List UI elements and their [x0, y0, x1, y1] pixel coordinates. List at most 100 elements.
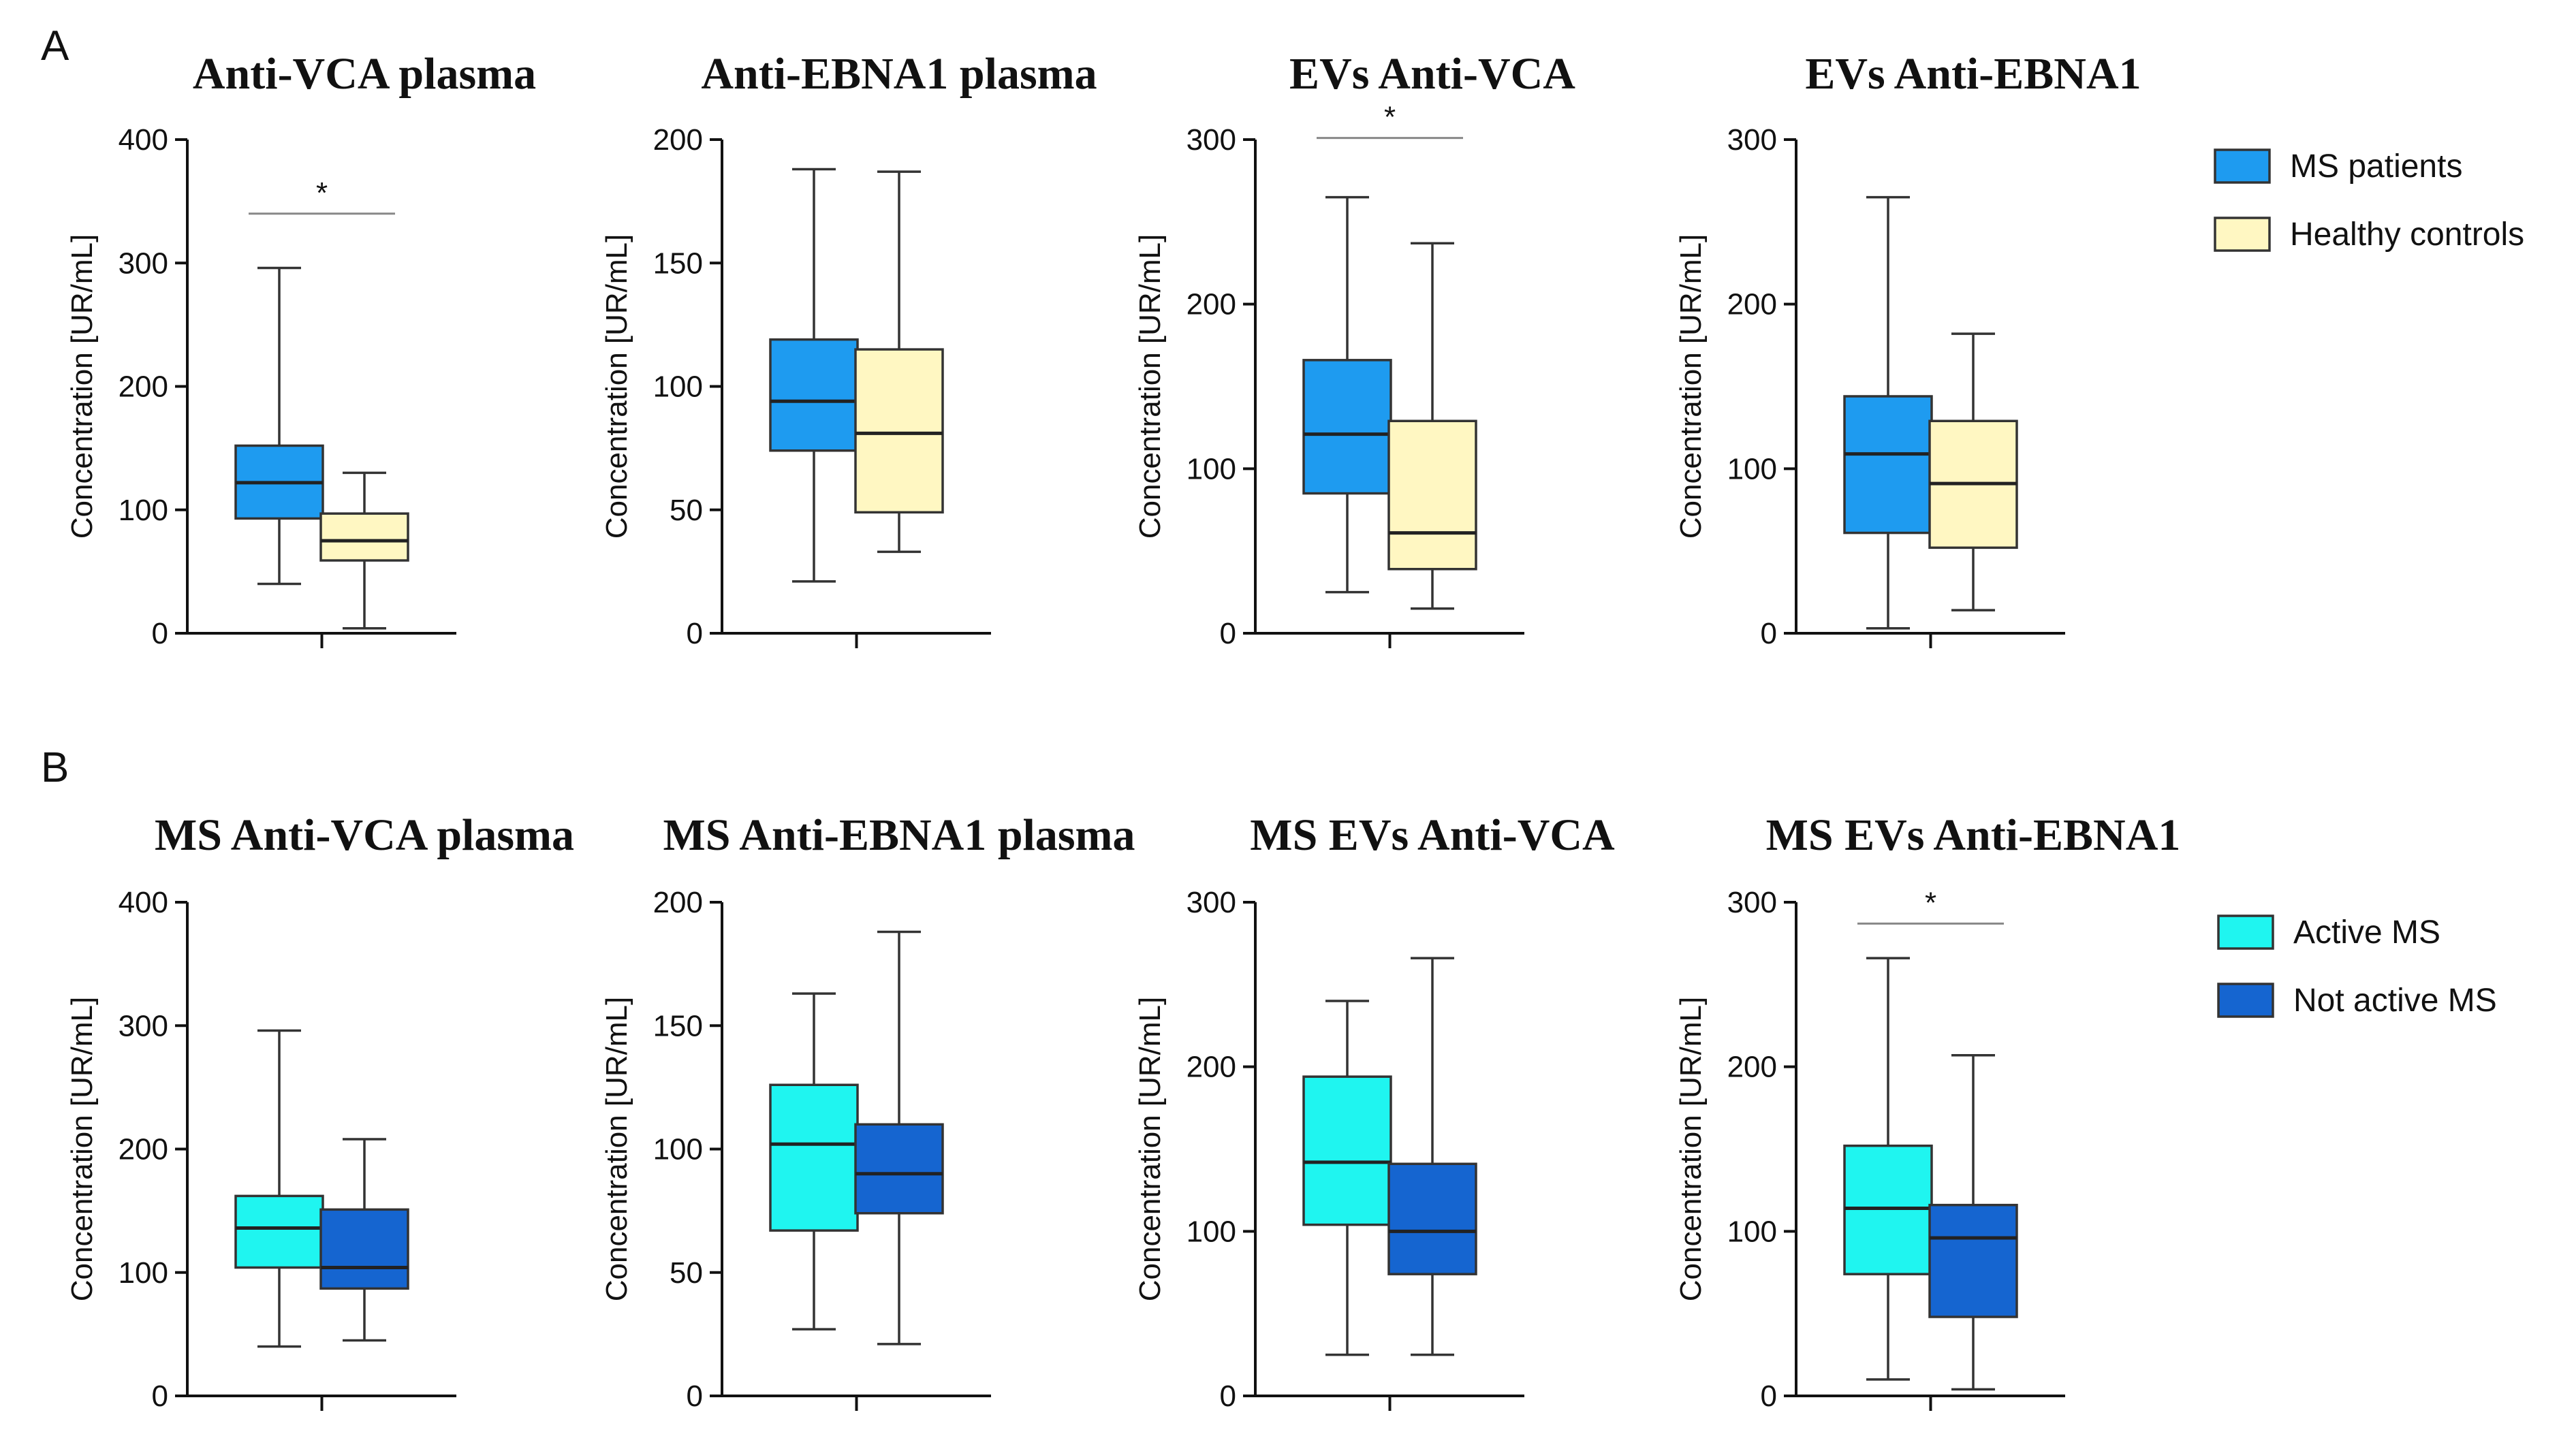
box-iqr: [1302, 359, 1392, 495]
y-tick-label: 300: [1727, 886, 1777, 919]
box-iqr: [1302, 1075, 1392, 1226]
box-1: [234, 266, 324, 586]
box-1: [1302, 195, 1392, 594]
y-tick-label: 0: [152, 617, 168, 650]
y-tick-label: 0: [1220, 1380, 1236, 1413]
y-tick-label: 200: [1187, 288, 1236, 321]
chart-title: EVs Anti-EBNA1: [1805, 49, 2141, 99]
y-tick-label: 100: [1187, 452, 1236, 485]
y-tick-label: 300: [119, 246, 168, 280]
y-axis-label: Concentration [UR/mL]: [600, 234, 633, 539]
y-tick-label: 100: [1187, 1215, 1236, 1248]
chart-7: MS EVs Anti-VCA 0 100 200 300 Concentration […: [1133, 810, 1615, 1413]
significance-label: *: [1384, 101, 1396, 134]
y-tick-label: 0: [1761, 617, 1777, 650]
y-tick-label: 200: [119, 1133, 168, 1166]
y-tick-label: 100: [1727, 1215, 1777, 1248]
y-tick-label: 100: [119, 494, 168, 527]
y-axis-label: Concentration [UR/mL]: [1133, 234, 1167, 539]
chart-title: MS Anti-VCA plasma: [155, 810, 574, 860]
y-tick-label: 200: [119, 370, 168, 404]
y-tick-label: 0: [1220, 617, 1236, 650]
chart-title: Anti-VCA plasma: [193, 49, 536, 99]
legend-2: Active MS Not active MS: [2217, 914, 2497, 1019]
y-tick-label: 150: [653, 246, 703, 280]
y-tick-label: 0: [1761, 1380, 1777, 1413]
legend-label: Active MS: [2293, 914, 2440, 951]
y-tick-label: 200: [1727, 288, 1777, 321]
legend-1: MS patients Healthy controls: [2214, 148, 2524, 253]
box-2: [1387, 957, 1477, 1356]
y-tick-label: 300: [1187, 886, 1236, 919]
chart-title: EVs Anti-VCA: [1289, 49, 1575, 99]
y-tick-label: 300: [119, 1009, 168, 1042]
y-axis-label: Concentration [UR/mL]: [1674, 997, 1708, 1302]
legends-group: MS patients Healthy controls Active MS Not …: [2214, 148, 2524, 1019]
chart-4: EVs Anti-EBNA1 0 100 200 300 Concentration [U…: [1674, 49, 2141, 650]
y-tick-label: 150: [653, 1009, 703, 1042]
box-2: [1928, 332, 2018, 611]
y-tick-label: 100: [653, 370, 703, 404]
y-axis-label: Concentration [UR/mL]: [65, 234, 99, 539]
y-tick-label: 100: [119, 1256, 168, 1290]
y-tick-label: 50: [670, 494, 703, 527]
legend-label: MS patients: [2290, 148, 2462, 185]
box-1: [1843, 957, 1933, 1381]
box-iqr: [854, 1123, 944, 1215]
box-iqr: [1843, 395, 1933, 535]
box-2: [854, 170, 944, 554]
y-tick-label: 100: [1727, 452, 1777, 485]
box-2: [1387, 242, 1477, 610]
chart-title: MS Anti-EBNA1 plasma: [663, 810, 1135, 860]
box-1: [769, 168, 859, 583]
box-1: [234, 1029, 324, 1348]
y-tick-label: 100: [653, 1133, 703, 1166]
y-axis-label: Concentration [UR/mL]: [65, 997, 99, 1302]
chart-title: MS EVs Anti-EBNA1: [1766, 810, 2181, 860]
chart-5: MS Anti-VCA plasma 0 100 200 300 400 Concentra…: [65, 810, 574, 1413]
legend-swatch: [2214, 217, 2271, 252]
y-axis-label: Concentration [UR/mL]: [1674, 234, 1708, 539]
chart-title: Anti-EBNA1 plasma: [701, 49, 1097, 99]
legend-label: Healthy controls: [2290, 217, 2524, 253]
box-2: [319, 471, 409, 630]
y-tick-label: 200: [1187, 1051, 1236, 1084]
box-iqr: [769, 1083, 859, 1232]
y-tick-label: 0: [152, 1380, 168, 1413]
box-iqr: [1387, 1162, 1477, 1275]
box-1: [1302, 1000, 1392, 1356]
box-iqr: [1928, 1203, 2018, 1318]
chart-3: EVs Anti-VCA 0 100 200 300 Concentration [UR/…: [1133, 49, 1575, 650]
y-tick-label: 200: [1727, 1051, 1777, 1084]
box-iqr: [234, 1194, 324, 1269]
box-2: [1928, 1054, 2018, 1391]
box-2: [319, 1138, 409, 1342]
y-tick-label: 400: [119, 123, 168, 157]
box-1: [769, 992, 859, 1331]
charts-group: Anti-VCA plasma 0 100 200 300 400 Concentratio…: [65, 49, 2180, 1413]
chart-6: MS Anti-EBNA1 plasma 0 50 100 150 200 Concentr…: [600, 810, 1135, 1413]
significance-label: *: [1925, 886, 1936, 919]
y-tick-label: 300: [1727, 123, 1777, 157]
significance-label: *: [316, 176, 328, 210]
box-2: [854, 930, 944, 1346]
panel-letter-b: B: [41, 744, 69, 791]
y-tick-label: 400: [119, 886, 168, 919]
y-tick-label: 200: [653, 886, 703, 919]
box-iqr: [769, 338, 859, 452]
box-iqr: [854, 348, 944, 514]
y-tick-label: 0: [687, 617, 703, 650]
legend-swatch: [2217, 914, 2274, 950]
chart-1: Anti-VCA plasma 0 100 200 300 400 Concentratio…: [65, 49, 536, 650]
box-iqr: [1387, 419, 1477, 571]
panel-letter-a: A: [41, 22, 69, 69]
legend-label: Not active MS: [2293, 983, 2497, 1019]
y-tick-label: 300: [1187, 123, 1236, 157]
legend-swatch: [2217, 983, 2274, 1018]
y-axis-label: Concentration [UR/mL]: [600, 997, 633, 1302]
box-1: [1843, 195, 1933, 630]
legend-swatch: [2214, 148, 2271, 184]
y-tick-label: 0: [687, 1380, 703, 1413]
box-iqr: [319, 1208, 409, 1290]
